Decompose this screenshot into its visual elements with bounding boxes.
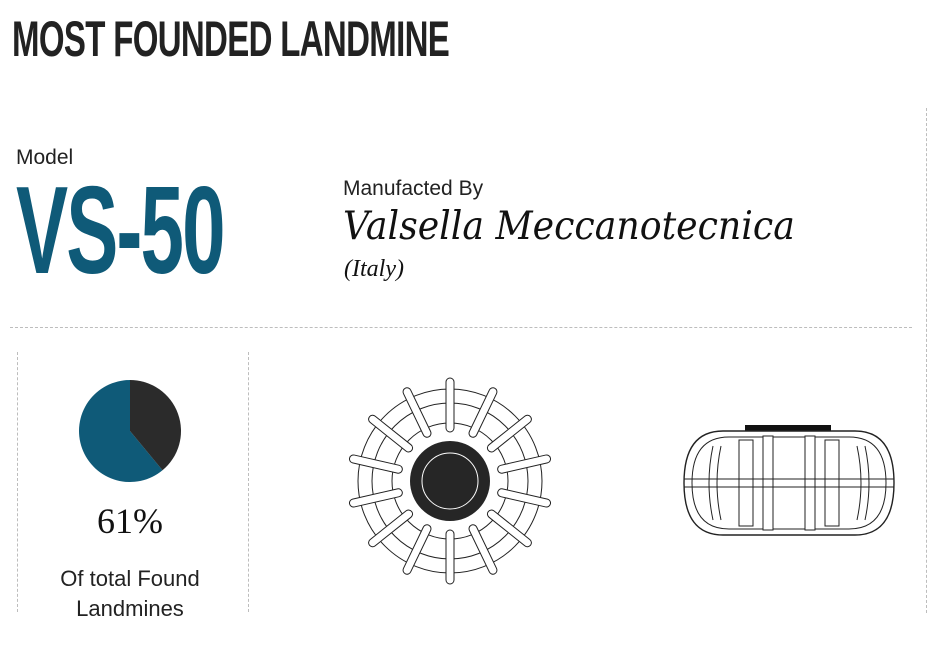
pie-caption: Of total Found Landmines xyxy=(60,566,200,621)
divider-horizontal xyxy=(10,327,912,328)
manufacturer-name: Valsella Meccanotecnica xyxy=(343,204,795,249)
divider-vertical-middle xyxy=(248,352,249,612)
pie-slice-2 xyxy=(130,380,181,471)
divider-vertical-left xyxy=(17,352,18,612)
pie-data-label: 61% xyxy=(97,501,163,541)
pie-slice-1 xyxy=(78,380,163,482)
manufacturer-label: Manufacted By xyxy=(343,177,484,200)
landmine-top-view-icon xyxy=(348,377,552,585)
model-label: Model xyxy=(16,146,74,169)
manufacturer-country: (Italy) xyxy=(344,256,404,282)
page-title: MOST FOUNDED LANDMINE xyxy=(12,11,450,67)
landmine-side-view-icon xyxy=(683,425,895,536)
pie-chart xyxy=(78,380,181,482)
divider-vertical-right xyxy=(926,108,927,613)
model-value: VS-50 xyxy=(16,162,226,300)
